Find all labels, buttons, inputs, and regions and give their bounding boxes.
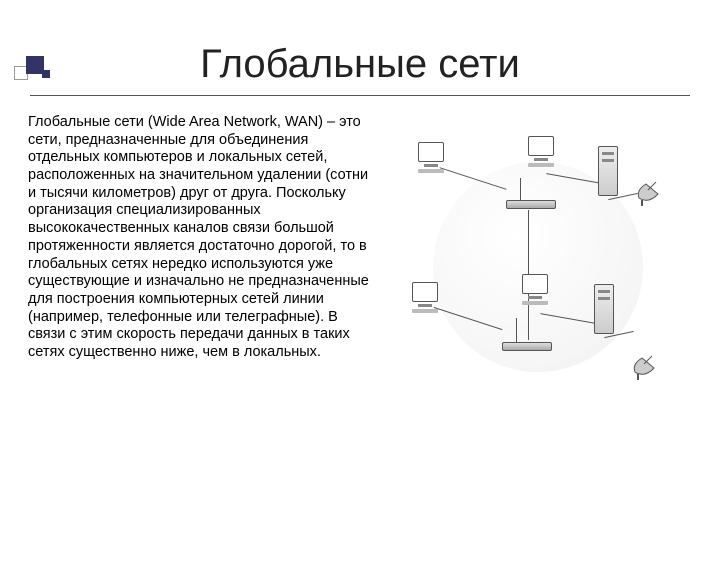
computer-icon (412, 282, 438, 313)
net-link (520, 178, 521, 202)
net-link (516, 318, 517, 342)
computer-icon (528, 136, 554, 167)
satellite-dish-icon (630, 350, 660, 380)
diagram-column (383, 114, 692, 402)
satellite-dish-icon (634, 176, 664, 206)
server-icon (598, 146, 618, 196)
title-underline (30, 95, 690, 96)
modem-icon (506, 200, 556, 209)
deco-square (42, 70, 50, 78)
computer-icon (418, 142, 444, 173)
page-title: Глобальные сети (0, 42, 720, 87)
content-row: Глобальные сети (Wide Area Network, WAN)… (0, 114, 720, 402)
server-icon (594, 284, 614, 334)
body-text: Глобальные сети (Wide Area Network, WAN)… (28, 114, 369, 402)
computer-icon (522, 274, 548, 305)
modem-icon (502, 342, 552, 351)
wan-diagram (398, 132, 678, 402)
